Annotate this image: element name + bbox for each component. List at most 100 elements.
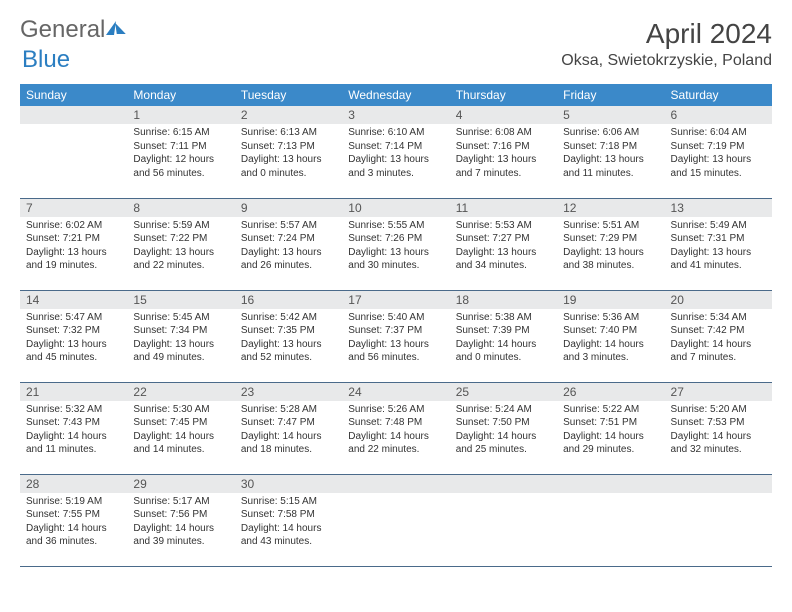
day-number — [557, 475, 664, 493]
day-detail: Sunrise: 6:06 AMSunset: 7:18 PMDaylight:… — [557, 124, 664, 184]
day-detail-line: Sunrise: 5:53 AM — [456, 219, 551, 233]
calendar-day-cell: 13Sunrise: 5:49 AMSunset: 7:31 PMDayligh… — [665, 198, 772, 290]
day-detail-line: Sunrise: 6:08 AM — [456, 126, 551, 140]
day-detail-line: and 56 minutes. — [133, 167, 228, 181]
day-detail-line: Daylight: 13 hours — [348, 153, 443, 167]
day-number — [450, 475, 557, 493]
day-detail-line: Sunrise: 5:15 AM — [241, 495, 336, 509]
calendar-day-cell: 11 Sunrise: 5:53 AMSunset: 7:27 PMDayligh… — [450, 198, 557, 290]
day-detail-line: Sunset: 7:29 PM — [563, 232, 658, 246]
calendar-day-cell: 10 Sunrise: 5:55 AMSunset: 7:26 PMDayligh… — [342, 198, 449, 290]
day-detail-line: Sunrise: 6:13 AM — [241, 126, 336, 140]
day-detail — [557, 493, 664, 499]
day-detail-line: and 52 minutes. — [241, 351, 336, 365]
day-detail-line: Daylight: 12 hours — [133, 153, 228, 167]
day-detail-line: Daylight: 13 hours — [241, 338, 336, 352]
calendar-day-cell: 19Sunrise: 5:36 AMSunset: 7:40 PMDayligh… — [557, 290, 664, 382]
day-number: 16 — [235, 291, 342, 309]
day-detail: Sunrise: 5:47 AMSunset: 7:32 PMDaylight:… — [20, 309, 127, 369]
day-detail-line: Sunrise: 5:55 AM — [348, 219, 443, 233]
day-detail-line: Daylight: 14 hours — [671, 338, 766, 352]
day-detail: Sunrise: 5:49 AMSunset: 7:31 PMDaylight:… — [665, 217, 772, 277]
day-detail-line: Sunset: 7:55 PM — [26, 508, 121, 522]
day-detail: Sunrise: 6:08 AMSunset: 7:16 PMDaylight:… — [450, 124, 557, 184]
day-number: 7 — [20, 199, 127, 217]
day-number: 6 — [665, 106, 772, 124]
day-number: 24 — [342, 383, 449, 401]
day-header: Friday — [557, 84, 664, 106]
day-detail: Sunrise: 5:28 AMSunset: 7:47 PMDaylight:… — [235, 401, 342, 461]
day-detail-line: Sunrise: 5:40 AM — [348, 311, 443, 325]
day-detail-line: Daylight: 14 hours — [241, 522, 336, 536]
calendar-day-cell: 20Sunrise: 5:34 AMSunset: 7:42 PMDayligh… — [665, 290, 772, 382]
day-detail: Sunrise: 5:59 AMSunset: 7:22 PMDaylight:… — [127, 217, 234, 277]
calendar-day-cell: 18Sunrise: 5:38 AMSunset: 7:39 PMDayligh… — [450, 290, 557, 382]
day-number: 10 — [342, 199, 449, 217]
calendar-day-cell: 8Sunrise: 5:59 AMSunset: 7:22 PMDaylight… — [127, 198, 234, 290]
calendar-week-row: 14Sunrise: 5:47 AMSunset: 7:32 PMDayligh… — [20, 290, 772, 382]
day-number: 15 — [127, 291, 234, 309]
day-detail-line: Daylight: 13 hours — [133, 338, 228, 352]
calendar-day-cell: 17Sunrise: 5:40 AMSunset: 7:37 PMDayligh… — [342, 290, 449, 382]
day-detail-line: and 22 minutes. — [348, 443, 443, 457]
day-detail-line: Sunset: 7:22 PM — [133, 232, 228, 246]
day-detail-line: and 29 minutes. — [563, 443, 658, 457]
day-detail-line: and 11 minutes. — [26, 443, 121, 457]
calendar-day-cell: 14Sunrise: 5:47 AMSunset: 7:32 PMDayligh… — [20, 290, 127, 382]
day-detail-line: Sunrise: 5:22 AM — [563, 403, 658, 417]
logo: General — [20, 18, 125, 42]
calendar-day-cell — [450, 474, 557, 566]
day-detail-line: Sunset: 7:48 PM — [348, 416, 443, 430]
day-detail-line: and 19 minutes. — [26, 259, 121, 273]
day-detail: Sunrise: 6:04 AMSunset: 7:19 PMDaylight:… — [665, 124, 772, 184]
day-detail-line: Sunset: 7:45 PM — [133, 416, 228, 430]
day-detail-line: Daylight: 13 hours — [456, 153, 551, 167]
calendar-day-cell: 7Sunrise: 6:02 AMSunset: 7:21 PMDaylight… — [20, 198, 127, 290]
day-detail-line: Daylight: 14 hours — [133, 522, 228, 536]
day-number: 28 — [20, 475, 127, 493]
day-detail-line: and 25 minutes. — [456, 443, 551, 457]
day-detail-line: and 14 minutes. — [133, 443, 228, 457]
calendar-day-cell: 21Sunrise: 5:32 AMSunset: 7:43 PMDayligh… — [20, 382, 127, 474]
day-number: 3 — [342, 106, 449, 124]
day-detail-line: Sunrise: 5:26 AM — [348, 403, 443, 417]
day-detail-line: Sunset: 7:27 PM — [456, 232, 551, 246]
day-detail-line: Sunset: 7:51 PM — [563, 416, 658, 430]
day-detail-line: and 22 minutes. — [133, 259, 228, 273]
calendar-day-cell: 15Sunrise: 5:45 AMSunset: 7:34 PMDayligh… — [127, 290, 234, 382]
day-detail-line: Daylight: 13 hours — [348, 246, 443, 260]
day-detail: Sunrise: 5:24 AMSunset: 7:50 PMDaylight:… — [450, 401, 557, 461]
day-detail — [342, 493, 449, 499]
day-number: 18 — [450, 291, 557, 309]
day-detail-line: Daylight: 13 hours — [671, 153, 766, 167]
day-detail-line: and 0 minutes. — [456, 351, 551, 365]
day-detail-line: and 3 minutes. — [563, 351, 658, 365]
calendar-week-row: 28Sunrise: 5:19 AMSunset: 7:55 PMDayligh… — [20, 474, 772, 566]
logo-text-1: General — [20, 18, 105, 42]
calendar-day-cell: 24Sunrise: 5:26 AMSunset: 7:48 PMDayligh… — [342, 382, 449, 474]
day-header: Thursday — [450, 84, 557, 106]
day-detail-line: and 36 minutes. — [26, 535, 121, 549]
day-detail-line: Daylight: 13 hours — [456, 246, 551, 260]
location: Oksa, Swietokrzyskie, Poland — [561, 52, 772, 70]
day-detail-line: and 39 minutes. — [133, 535, 228, 549]
day-number — [20, 106, 127, 124]
day-detail: Sunrise: 6:10 AMSunset: 7:14 PMDaylight:… — [342, 124, 449, 184]
day-number: 11 — [450, 199, 557, 217]
day-header: Monday — [127, 84, 234, 106]
day-detail-line: Sunrise: 5:20 AM — [671, 403, 766, 417]
day-detail-line: Sunset: 7:11 PM — [133, 140, 228, 154]
calendar-day-cell: 25Sunrise: 5:24 AMSunset: 7:50 PMDayligh… — [450, 382, 557, 474]
day-detail-line: and 30 minutes. — [348, 259, 443, 273]
day-detail-line: Daylight: 14 hours — [456, 338, 551, 352]
day-detail: Sunrise: 5:15 AMSunset: 7:58 PMDaylight:… — [235, 493, 342, 553]
day-detail-line: Sunset: 7:58 PM — [241, 508, 336, 522]
day-detail-line: Sunrise: 6:10 AM — [348, 126, 443, 140]
logo-text-2: Blue — [22, 46, 70, 73]
day-detail-line: Sunset: 7:19 PM — [671, 140, 766, 154]
day-number: 19 — [557, 291, 664, 309]
day-detail-line: Sunset: 7:18 PM — [563, 140, 658, 154]
day-detail-line: Sunset: 7:39 PM — [456, 324, 551, 338]
day-detail-line: Sunset: 7:26 PM — [348, 232, 443, 246]
day-detail: Sunrise: 6:13 AMSunset: 7:13 PMDaylight:… — [235, 124, 342, 184]
